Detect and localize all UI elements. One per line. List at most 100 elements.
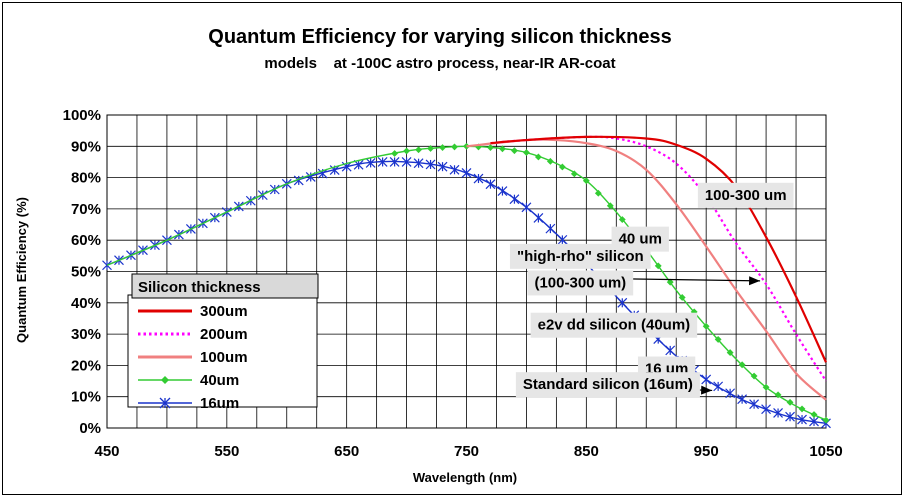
y-axis-ticks: 0% 10% 20% 30% 40% 50% 60% 70% 80% 90% 100%	[63, 107, 101, 437]
legend-label: 300um	[200, 303, 248, 320]
x-tick-label: 550	[214, 443, 239, 460]
marker-16um	[773, 408, 783, 418]
marker-16um	[437, 161, 448, 172]
y-tick-label: 0%	[79, 420, 101, 437]
annotation-text: Standard silicon (16um)	[523, 376, 693, 393]
legend-entry-16um: 16um	[138, 395, 239, 412]
marker-40um	[582, 177, 590, 185]
x-tick-label: 1050	[809, 443, 842, 460]
legend-entry-100um: 100um	[138, 349, 248, 366]
legend-title: Silicon thickness	[138, 279, 261, 296]
legend-entries: 300um 200um 100um 40um 16um	[138, 303, 248, 412]
marker-40um	[762, 383, 770, 391]
marker-16um	[749, 399, 760, 410]
legend-swatch-marker	[161, 376, 169, 384]
legend: Silicon thickness 300um 200um 100um 40um 16u…	[127, 273, 319, 412]
marker-40um	[427, 145, 434, 152]
marker-16um	[737, 394, 748, 405]
marker-16um	[545, 223, 556, 234]
marker-40um	[522, 149, 530, 156]
marker-40um	[702, 322, 710, 330]
marker-40um	[618, 216, 626, 223]
annotation-label-bg	[527, 270, 634, 296]
annotation-arrowhead	[749, 276, 761, 286]
marker-40um	[511, 147, 518, 155]
annotation-label-bg	[515, 372, 700, 398]
annotation-label-bg	[530, 312, 698, 338]
annotation-arrowhead	[701, 385, 713, 395]
annotation-text: (100-300 um)	[534, 274, 626, 291]
marker-40um	[678, 294, 686, 301]
marker-40um	[439, 144, 446, 151]
annotation-label: e2v dd silicon (40um)	[530, 312, 698, 338]
legend-label: 200um	[200, 326, 248, 343]
marker-16um	[377, 157, 388, 167]
y-axis-label: Quantum Efficiency (%)	[14, 197, 29, 343]
annotation-text: e2v dd silicon (40um)	[538, 317, 691, 334]
legend-box	[127, 294, 318, 408]
legend-label: 40um	[200, 372, 239, 389]
marker-40um	[594, 189, 602, 197]
marker-40um	[750, 372, 758, 380]
marker-16um	[497, 186, 508, 196]
y-tick-label: 30%	[71, 326, 101, 343]
marker-40um	[558, 163, 566, 171]
marker-16um	[485, 179, 496, 190]
marker-16um	[809, 416, 819, 427]
x-axis-ticks: 450 550 650 750 850 950 1050	[94, 443, 842, 460]
series-line-200um	[490, 135, 827, 382]
marker-16um	[461, 167, 472, 178]
marker-16um	[365, 157, 376, 168]
marker-16um	[473, 173, 484, 184]
legend-entry-300um: 300um	[138, 303, 248, 320]
chart-subtitle: models at -100C astro process, near-IR A…	[264, 55, 615, 72]
marker-40um	[774, 391, 782, 399]
y-tick-label: 40%	[71, 295, 101, 312]
series-line-300um	[490, 135, 828, 363]
marker-40um	[570, 170, 578, 178]
annotation-label: Standard silicon (16um)	[515, 372, 700, 398]
annotation-label-bg	[697, 182, 794, 208]
marker-40um	[451, 143, 458, 151]
marker-40um	[798, 405, 806, 413]
y-tick-label: 70%	[71, 201, 101, 218]
x-tick-label: 650	[334, 443, 359, 460]
marker-40um	[403, 147, 411, 155]
annotation-label: 100-300 um	[697, 182, 794, 208]
marker-16um	[509, 194, 520, 205]
marker-40um	[726, 349, 734, 356]
annotation-text: 40 um	[619, 231, 662, 248]
annotation-label-bg	[509, 243, 651, 269]
y-tick-label: 100%	[63, 107, 101, 124]
annotation-label: (100-300 um)	[527, 270, 634, 296]
legend-title-box	[131, 273, 319, 299]
marker-16um	[617, 297, 628, 308]
series-line-100um	[466, 138, 827, 401]
y-tick-label: 60%	[71, 232, 101, 249]
marker-16um	[413, 158, 424, 169]
marker-40um	[499, 145, 506, 153]
marker-16um	[557, 234, 568, 245]
annotation-text: 100-300 um	[705, 187, 787, 204]
marker-16um	[425, 159, 436, 170]
marker-16um	[665, 345, 676, 356]
marker-40um	[391, 150, 399, 157]
x-tick-label: 750	[454, 443, 479, 460]
marker-16um	[725, 388, 736, 399]
marker-16um	[389, 157, 400, 167]
marker-16um	[533, 213, 544, 223]
y-tick-label: 90%	[71, 138, 101, 155]
marker-40um	[606, 202, 614, 210]
marker-40um	[786, 398, 794, 406]
y-tick-label: 10%	[71, 389, 101, 406]
marker-16um	[713, 381, 724, 392]
marker-16um	[785, 411, 795, 422]
marker-40um	[534, 153, 542, 161]
y-tick-label: 20%	[71, 357, 101, 374]
marker-16um	[449, 164, 460, 175]
y-tick-label: 50%	[71, 264, 101, 281]
x-tick-label: 950	[694, 443, 719, 460]
marker-40um	[822, 416, 830, 424]
marker-16um	[797, 414, 807, 425]
